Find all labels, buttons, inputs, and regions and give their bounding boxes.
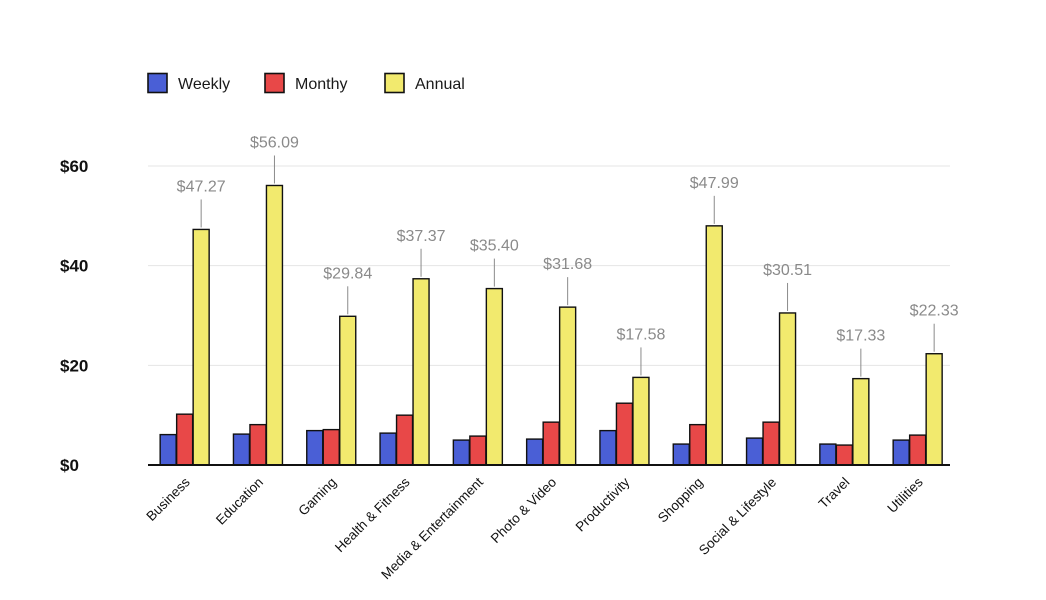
bar-weekly-education xyxy=(232,433,251,466)
label-leader-lines xyxy=(200,155,935,377)
bar-monthy-education xyxy=(249,423,267,466)
bar-monthy-productivity xyxy=(615,402,634,466)
bar-monthy-utilities xyxy=(908,434,927,466)
data-label-annual: $47.99 xyxy=(690,175,739,192)
data-label-annual: $17.33 xyxy=(836,328,885,345)
legend-swatch-weekly xyxy=(147,72,168,94)
data-label-annual: $30.51 xyxy=(763,262,812,279)
bar-annual-shopping xyxy=(705,225,723,466)
data-label-annual: $29.84 xyxy=(323,265,372,282)
data-label-annual: $47.27 xyxy=(177,178,226,195)
bar-monthy-photo-video xyxy=(542,421,560,466)
legend-label-annual: Annual xyxy=(415,76,465,93)
bar-weekly-social-lifestyle xyxy=(745,437,764,466)
x-tick-label: Travel xyxy=(816,475,853,512)
data-labels: $47.27 $56.09 $29.84 $37.37 $35.40 $31.68 $17.… xyxy=(177,134,959,344)
data-label-annual: $35.40 xyxy=(470,238,519,255)
legend-label-weekly: Weekly xyxy=(178,76,230,93)
bar-monthy-health-fitness xyxy=(395,414,414,466)
bar-annual-productivity xyxy=(632,376,650,466)
y-tick-label: $60 xyxy=(60,157,88,176)
legend-label-monthy: Monthy xyxy=(295,76,347,93)
bar-monthy-travel xyxy=(835,444,854,466)
bar-weekly-productivity xyxy=(599,429,617,466)
bar-annual-education xyxy=(265,184,284,466)
x-tick-label: Education xyxy=(213,475,266,528)
bar-weekly-utilities xyxy=(892,439,910,466)
bar-annual-travel xyxy=(852,377,870,466)
data-label-annual: $31.68 xyxy=(543,256,592,273)
bar-annual-social-lifestyle xyxy=(778,312,797,466)
bar-weekly-gaming xyxy=(306,429,324,466)
bar-monthy-shopping xyxy=(689,423,707,466)
bar-annual-business xyxy=(192,228,210,466)
data-label-annual: $17.58 xyxy=(616,326,665,343)
data-label-annual: $56.09 xyxy=(250,134,299,151)
x-tick-label: Shopping xyxy=(655,475,706,526)
y-tick-label: $0 xyxy=(60,456,79,475)
bar-weekly-shopping xyxy=(672,443,690,466)
bar-monthy-media-entertainment xyxy=(469,435,487,466)
x-tick-label: Photo & Video xyxy=(488,475,559,546)
bars xyxy=(159,184,943,466)
bar-weekly-business xyxy=(159,433,177,466)
bar-annual-media-entertainment xyxy=(485,287,504,466)
bar-annual-utilities xyxy=(925,353,943,466)
x-tick-label: Productivity xyxy=(573,474,633,534)
bar-annual-health-fitness xyxy=(412,278,430,466)
bar-annual-photo-video xyxy=(558,306,577,466)
legend: Weekly Monthy Annual xyxy=(147,72,465,94)
bar-weekly-photo-video xyxy=(525,438,544,466)
bar-weekly-health-fitness xyxy=(379,432,397,466)
data-label-annual: $22.33 xyxy=(910,303,959,320)
x-tick-label: Utilities xyxy=(884,474,926,516)
data-label-annual: $37.37 xyxy=(397,228,446,245)
x-tick-label: Social & Lifestyle xyxy=(696,475,779,558)
bar-monthy-gaming xyxy=(322,428,340,466)
y-tick-label: $40 xyxy=(60,257,88,276)
x-tick-label: Gaming xyxy=(295,475,339,519)
x-tick-label: Business xyxy=(143,474,193,524)
bar-annual-gaming xyxy=(339,315,357,466)
y-tick-label: $20 xyxy=(60,356,88,375)
bar-weekly-travel xyxy=(819,443,837,466)
y-axis: $0 $20 $40 $60 xyxy=(60,157,88,475)
bar-weekly-media-entertainment xyxy=(452,439,471,466)
legend-swatch-annual xyxy=(384,72,405,94)
bar-monthy-business xyxy=(175,413,194,466)
x-tick-label: Health & Fitness xyxy=(332,474,413,555)
legend-swatch-monthy xyxy=(264,72,285,94)
bar-monthy-social-lifestyle xyxy=(762,421,780,466)
